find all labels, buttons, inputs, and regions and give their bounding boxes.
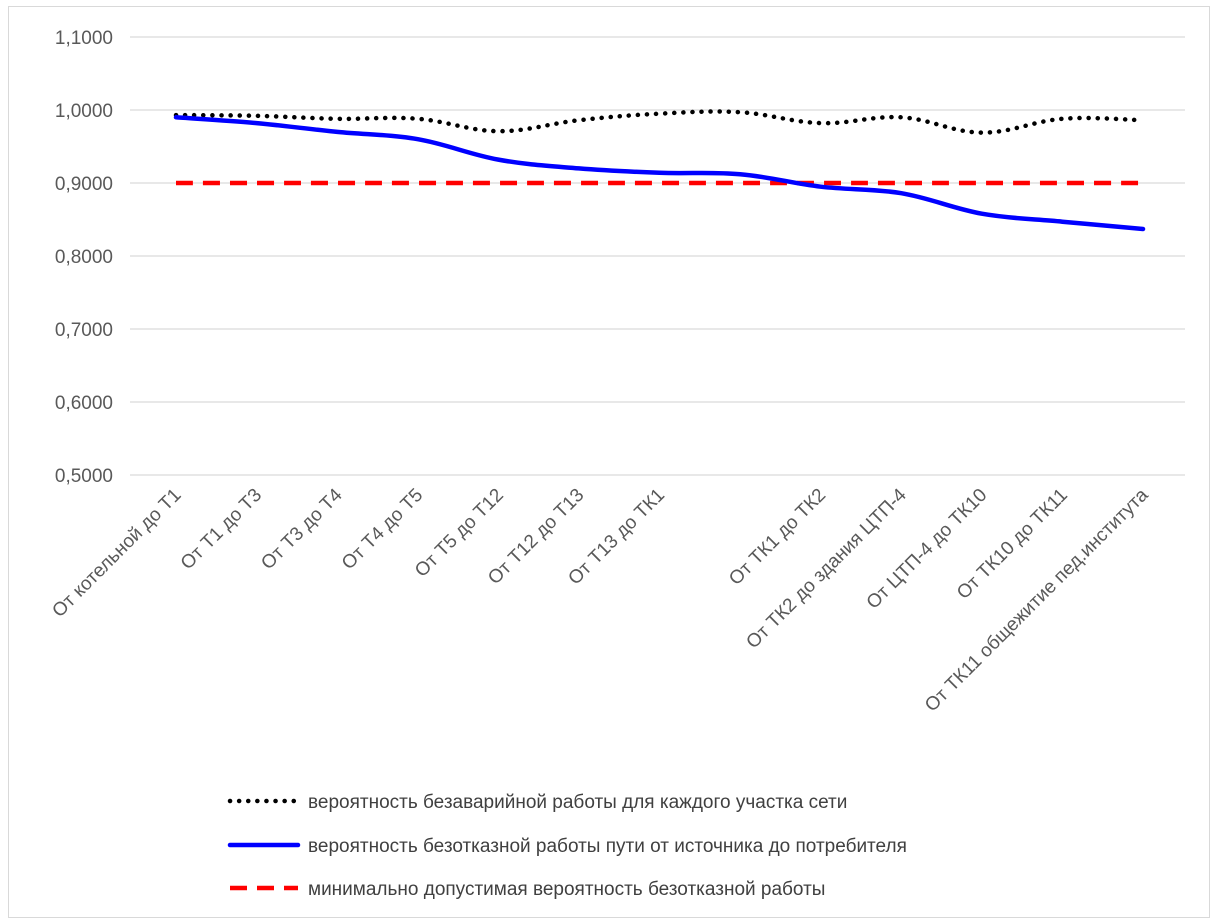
series-lines [173, 109, 1146, 232]
x-category-label: От Т1 до Т3 [177, 485, 266, 574]
x-category-label: От котельной до Т1 [48, 485, 185, 622]
y-tick-label: 1,1000 [55, 28, 113, 49]
gridlines [130, 36, 1185, 476]
legend: вероятность безаварийной работы для кажд… [227, 792, 907, 900]
y-tick-label: 0,7000 [55, 320, 113, 341]
x-category-label: От Т4 до Т5 [338, 485, 427, 574]
legend-label: минимально допустимая вероятность безотк… [308, 879, 825, 900]
chart-frame [8, 6, 1210, 918]
y-tick-label: 0,5000 [55, 466, 113, 487]
legend-label: вероятность безаварийной работы для кажд… [308, 792, 847, 813]
x-category-label: От ТК2 до здания ЦТП-4 [742, 484, 911, 653]
y-tick-label: 0,8000 [55, 247, 113, 268]
series-line-section-reliability [173, 109, 1146, 135]
y-axis-tick-labels: 0,5000 0,6000 0,7000 0,8000 0,9000 1,0000 1,10… [55, 28, 113, 487]
x-category-label: От Т3 до Т4 [257, 484, 347, 574]
y-tick-label: 0,6000 [55, 393, 113, 414]
y-tick-label: 1,0000 [55, 101, 113, 122]
series-line-path-reliability [173, 115, 1146, 232]
legend-label: вероятность безотказной работы пути от и… [308, 836, 907, 857]
y-tick-label: 0,9000 [55, 174, 113, 195]
